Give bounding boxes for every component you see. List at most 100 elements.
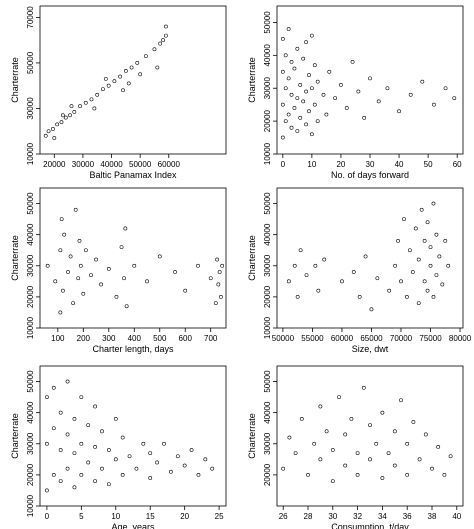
data-point	[93, 479, 98, 484]
plot-frame	[39, 5, 227, 155]
data-point	[76, 276, 81, 281]
data-point	[318, 457, 323, 462]
data-point	[357, 294, 362, 299]
data-point	[405, 441, 410, 446]
data-point	[51, 426, 56, 431]
data-point	[452, 96, 457, 100]
data-point	[437, 254, 442, 259]
data-point	[63, 115, 68, 120]
scatter-panel-6: 26 28 30 32 34 36 38 40 20000 30000 40000 50000 Cons…	[247, 365, 464, 529]
data-point	[431, 201, 436, 206]
data-point	[361, 385, 366, 390]
x-tick-label: 10	[307, 160, 316, 169]
data-point	[446, 263, 451, 268]
y-tick-label: 30000	[26, 97, 35, 120]
y-tick-label: 30000	[263, 254, 272, 277]
data-point	[393, 263, 397, 268]
data-point	[340, 279, 344, 284]
data-point	[114, 294, 119, 299]
x-tick-label: 700	[204, 334, 218, 343]
data-point	[52, 136, 57, 140]
data-point	[59, 217, 64, 222]
data-point	[434, 232, 439, 237]
data-point	[289, 92, 294, 97]
data-point	[362, 115, 367, 120]
data-point	[376, 99, 381, 104]
y-tick-label: 10000	[26, 494, 35, 517]
x-tick-label: 50000	[129, 160, 152, 169]
x-tick-label: 20	[180, 512, 189, 521]
data-point	[301, 99, 306, 104]
data-point	[213, 301, 218, 306]
data-point	[281, 466, 286, 471]
y-tick-label: 30000	[263, 77, 272, 100]
data-point	[168, 469, 173, 474]
data-point	[112, 79, 117, 84]
data-point	[196, 472, 201, 477]
data-point	[161, 38, 165, 43]
data-point	[316, 288, 321, 293]
data-point	[216, 282, 221, 287]
data-point	[324, 429, 329, 434]
data-point	[422, 279, 427, 284]
data-point	[65, 466, 70, 471]
data-point	[322, 257, 327, 262]
x-tick-label: 60000	[158, 160, 181, 169]
data-point	[298, 248, 303, 253]
data-point	[402, 217, 406, 222]
data-point	[50, 127, 55, 131]
x-tick-label: 25	[215, 512, 224, 521]
data-point	[127, 454, 132, 459]
data-point	[280, 135, 285, 140]
data-point	[83, 248, 88, 253]
x-tick-label: 0	[281, 160, 286, 169]
data-point	[374, 441, 379, 446]
y-tick-label: 20000	[26, 463, 35, 486]
data-point	[287, 435, 292, 440]
data-point	[173, 270, 177, 274]
x-tick-label: 34	[378, 512, 387, 521]
data-point	[337, 395, 341, 400]
x-tick-label: 32	[353, 512, 362, 521]
x-tick-label: 65000	[360, 334, 383, 343]
scatter-panel-1: 20000 30000 40000 50000 60000 10000 30000 50000…	[10, 5, 227, 180]
scatter-panel-5: 0 5 10 15 20 25 10000 20000 30000 40000 50000 Age, …	[10, 365, 227, 529]
x-tick-label: 60	[453, 160, 462, 169]
data-point	[51, 385, 56, 390]
y-tick-label: 20000	[263, 285, 272, 308]
data-point	[298, 115, 303, 120]
x-tick-label: 15	[146, 512, 155, 521]
data-point	[399, 398, 403, 403]
data-point	[292, 263, 297, 268]
data-point	[183, 288, 188, 293]
data-point	[44, 395, 49, 400]
data-point	[436, 444, 441, 449]
data-point	[298, 83, 303, 87]
data-point	[210, 466, 215, 471]
data-point	[175, 454, 180, 459]
data-point	[315, 119, 320, 124]
data-point	[368, 457, 372, 462]
x-axis-label: Age, years	[111, 522, 155, 529]
x-tick-label: 30000	[72, 160, 95, 169]
data-point	[432, 102, 436, 107]
plot-frame	[39, 365, 227, 507]
x-axis-label: Consumption, t/day	[331, 522, 409, 529]
x-tick-label: 0	[45, 512, 50, 521]
data-point	[148, 451, 153, 456]
data-point	[95, 92, 100, 97]
data-point	[145, 279, 149, 284]
data-point	[83, 100, 88, 105]
x-tick-label: 400	[128, 334, 142, 343]
data-point	[416, 257, 421, 262]
scatter-panel-3: 100 200 300 400 500 600 700 10000 20000 30000 4000…	[10, 187, 227, 354]
data-point	[440, 282, 445, 287]
data-point	[53, 279, 58, 284]
x-tick-label: 55000	[301, 334, 324, 343]
data-point	[43, 133, 48, 138]
data-point	[66, 270, 70, 274]
data-point	[123, 68, 128, 73]
data-point	[126, 81, 131, 86]
data-point	[45, 263, 50, 268]
data-point	[77, 238, 82, 243]
